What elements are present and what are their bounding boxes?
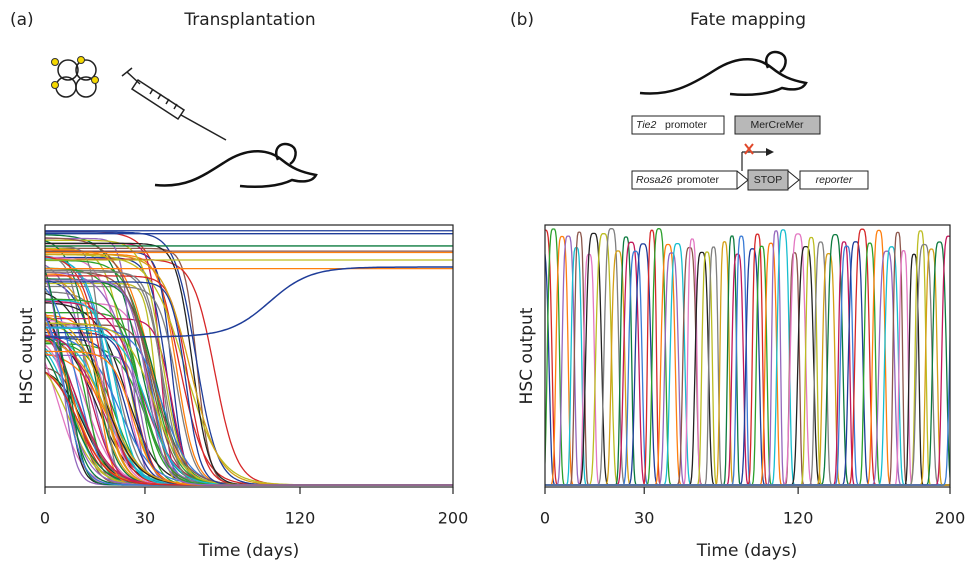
sketch-curve — [45, 279, 453, 486]
construct: Tie2 promoter MerCreMer — [631, 115, 821, 135]
syringe-icon — [121, 67, 227, 141]
sketch-curve — [45, 256, 453, 486]
sketch-curve — [45, 255, 453, 486]
sketch-curve — [45, 292, 453, 486]
promoter-text: promoter — [665, 119, 708, 131]
x-tick-label: 200 — [438, 509, 469, 528]
stop-box — [747, 169, 789, 191]
panel-title: Transplantation — [183, 10, 315, 30]
cells-icon — [51, 56, 99, 98]
sketch-curve — [545, 315, 950, 486]
gene-box-text: MerCreMer — [750, 119, 804, 131]
panel-label: (b) — [510, 10, 534, 30]
sketch-curve — [45, 291, 453, 486]
curve-group — [45, 230, 453, 486]
sketch-curve — [45, 256, 453, 486]
curve-group — [545, 228, 950, 486]
y-axis-label: HSC output — [517, 307, 537, 404]
x-tick-label: 200 — [935, 509, 966, 528]
gene-name: Rosa26 — [636, 174, 672, 186]
promoter-text: promoter — [677, 174, 720, 186]
x-axis-label: Time (days) — [198, 541, 299, 561]
sketch-curve — [45, 258, 453, 486]
stop-text: STOP — [754, 174, 782, 186]
sketch-curve — [45, 258, 453, 486]
sketch-curve — [45, 256, 453, 486]
panel-title: Fate mapping — [690, 10, 806, 30]
reporter-box — [799, 170, 869, 190]
x-tick-label: 30 — [634, 509, 654, 528]
y-axis-label: HSC output — [17, 307, 37, 404]
construct: Rosa26 promoter STOP reporter — [631, 143, 869, 191]
panel-label: (a) — [10, 10, 34, 30]
x-tick-label: 120 — [285, 509, 316, 528]
mouse-icon — [639, 50, 808, 96]
x-tick-label: 0 — [40, 509, 50, 528]
gene-name: Tie2 — [636, 119, 656, 131]
x-tick-label: 0 — [540, 509, 550, 528]
mouse-icon — [154, 142, 318, 188]
promoter-box — [631, 115, 725, 135]
gene-box — [734, 115, 821, 135]
x-axis-label: Time (days) — [696, 541, 797, 561]
plot-frame — [44, 224, 454, 488]
x-tick-label: 30 — [135, 509, 155, 528]
promoter-box — [631, 170, 738, 190]
plot-frame — [544, 224, 951, 488]
reporter-text: reporter — [816, 174, 853, 186]
x-tick-label: 120 — [783, 509, 814, 528]
sketch-curve — [45, 266, 453, 338]
